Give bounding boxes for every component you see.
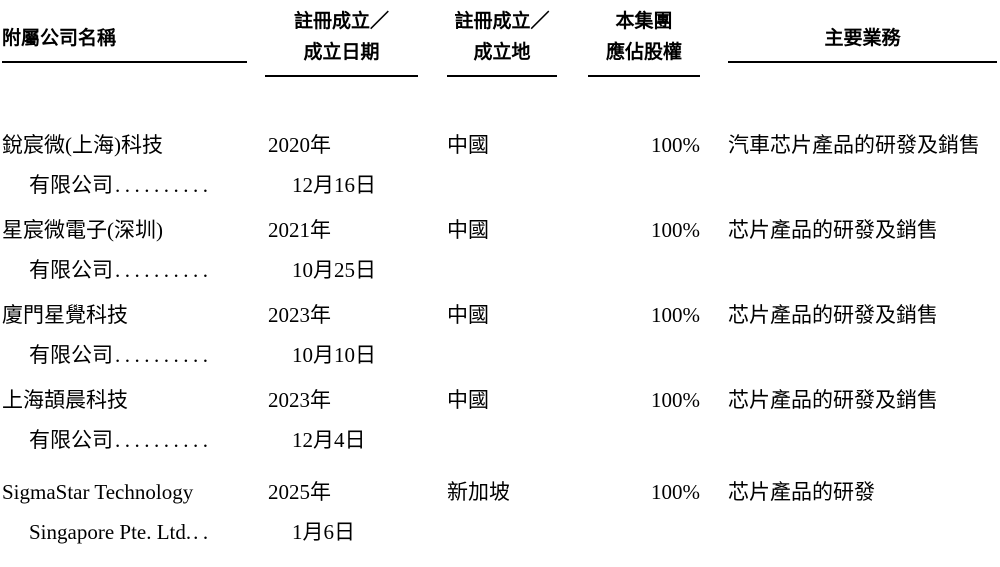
subsidiary-name-line2: Singapore Pte. Ltd... <box>2 512 247 552</box>
incorporation-date-cell: 2020年 12月16日 <box>265 125 418 205</box>
group-equity-cell: 100% <box>651 133 700 157</box>
header-group-equity-line2: 應佔股權 <box>605 42 682 63</box>
subsidiary-name-cell: 銳宸微(上海)科技 有限公司.......... <box>2 125 247 205</box>
incorporation-monthday: 10月10日 <box>292 343 376 367</box>
incorporation-place-cell: 中國 <box>447 388 489 412</box>
principal-business-cell: 芯片產品的研發及銷售 <box>728 218 938 242</box>
table-row: 銳宸微(上海)科技 有限公司.......... 2020年 12月16日 中國… <box>2 125 1000 205</box>
subsidiary-name-line1: 星宸微電子(深圳) <box>2 218 163 242</box>
header-subsidiary-name: 附屬公司名稱 <box>2 6 247 63</box>
subsidiary-name-line2: 有限公司.......... <box>2 420 247 460</box>
header-principal-business: 主要業務 <box>728 6 997 63</box>
table-header-row: 附屬公司名稱 註冊成立／ 成立日期 註冊成立／ 成立地 本集團 應佔股權 主要業… <box>2 6 1000 77</box>
subsidiary-name-line2-text: Singapore Pte. Ltd. <box>29 520 192 544</box>
incorporation-place-cell: 新加坡 <box>447 480 510 504</box>
incorporation-date-cell: 2021年 10月25日 <box>265 210 418 290</box>
incorporation-date-cell: 2023年 12月4日 <box>265 380 418 460</box>
incorporation-monthday: 12月16日 <box>292 173 376 197</box>
subsidiary-name-line1: 銳宸微(上海)科技 <box>2 133 163 157</box>
incorporation-year: 2025年 <box>268 480 331 504</box>
leader-dots: .......... <box>115 428 213 452</box>
principal-business-cell: 芯片產品的研發及銷售 <box>728 303 938 327</box>
subsidiary-name-cell: SigmaStar Technology Singapore Pte. Ltd.… <box>2 472 247 552</box>
group-equity-cell: 100% <box>651 480 700 504</box>
subsidiary-name-cell: 星宸微電子(深圳) 有限公司.......... <box>2 210 247 290</box>
leader-dots: .. <box>193 520 213 544</box>
incorporation-year: 2023年 <box>268 303 331 327</box>
subsidiary-name-cell: 廈門星覺科技 有限公司.......... <box>2 295 247 375</box>
table-row: 上海頡晨科技 有限公司.......... 2023年 12月4日 中國 100… <box>2 380 1000 460</box>
header-subsidiary-name-label: 附屬公司名稱 <box>2 28 117 49</box>
subsidiary-name-line1: 上海頡晨科技 <box>2 388 128 412</box>
leader-dots: .......... <box>115 343 213 367</box>
header-incorporation-place: 註冊成立／ 成立地 <box>447 6 557 77</box>
subsidiary-name-line2-text: 有限公司 <box>29 173 113 197</box>
subsidiary-name-line2: 有限公司.......... <box>2 250 247 290</box>
subsidiary-name-line2-text: 有限公司 <box>29 258 113 282</box>
header-incorporation-place-line1: 註冊成立／ <box>454 11 550 32</box>
subsidiary-name-line2: 有限公司.......... <box>2 165 247 205</box>
header-incorporation-date-line1: 註冊成立／ <box>293 11 389 32</box>
subsidiary-name-cell: 上海頡晨科技 有限公司.......... <box>2 380 247 460</box>
header-group-equity-line1: 本集團 <box>615 11 673 32</box>
table-row: 廈門星覺科技 有限公司.......... 2023年 10月10日 中國 10… <box>2 295 1000 375</box>
incorporation-place-cell: 中國 <box>447 303 489 327</box>
header-group-equity: 本集團 應佔股權 <box>588 6 700 77</box>
incorporation-monthday: 1月6日 <box>292 520 355 544</box>
subsidiary-name-line2: 有限公司.......... <box>2 335 247 375</box>
incorporation-year: 2020年 <box>268 133 331 157</box>
subsidiary-name-line1: SigmaStar Technology <box>2 480 194 504</box>
incorporation-monthday: 10月25日 <box>292 258 376 282</box>
leader-dots: .......... <box>115 173 213 197</box>
principal-business-cell: 芯片產品的研發 <box>728 480 875 504</box>
subsidiary-name-line2-text: 有限公司 <box>29 428 113 452</box>
principal-business-cell: 芯片產品的研發及銷售 <box>728 388 938 412</box>
header-incorporation-place-line2: 成立地 <box>473 42 531 63</box>
table-row: 星宸微電子(深圳) 有限公司.......... 2021年 10月25日 中國… <box>2 210 1000 290</box>
incorporation-place-cell: 中國 <box>447 218 489 242</box>
incorporation-date-cell: 2025年 1月6日 <box>265 472 418 552</box>
table-body: 銳宸微(上海)科技 有限公司.......... 2020年 12月16日 中國… <box>2 125 1000 552</box>
subsidiary-name-line2-text: 有限公司 <box>29 343 113 367</box>
header-incorporation-date: 註冊成立／ 成立日期 <box>265 6 418 77</box>
incorporation-place-cell: 中國 <box>447 133 489 157</box>
table-row: SigmaStar Technology Singapore Pte. Ltd.… <box>2 472 1000 552</box>
principal-business-cell: 汽車芯片產品的研發及銷售 <box>728 133 980 157</box>
header-incorporation-date-line2: 成立日期 <box>303 42 380 63</box>
incorporation-year: 2021年 <box>268 218 331 242</box>
incorporation-monthday: 12月4日 <box>292 428 366 452</box>
header-principal-business-label: 主要業務 <box>824 28 901 49</box>
incorporation-year: 2023年 <box>268 388 331 412</box>
subsidiary-name-line1: 廈門星覺科技 <box>2 303 128 327</box>
group-equity-cell: 100% <box>651 303 700 327</box>
group-equity-cell: 100% <box>651 388 700 412</box>
group-equity-cell: 100% <box>651 218 700 242</box>
incorporation-date-cell: 2023年 10月10日 <box>265 295 418 375</box>
leader-dots: .......... <box>115 258 213 282</box>
